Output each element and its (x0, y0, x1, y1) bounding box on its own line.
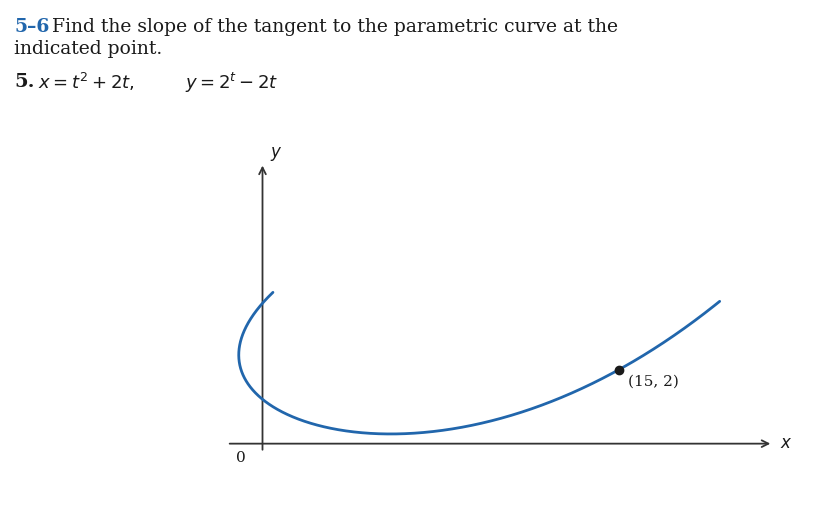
Text: indicated point.: indicated point. (14, 40, 162, 58)
Text: Find the slope of the tangent to the parametric curve at the: Find the slope of the tangent to the par… (52, 18, 618, 36)
Text: 5–6: 5–6 (14, 18, 50, 36)
Text: $x$: $x$ (781, 435, 793, 452)
Text: $y$: $y$ (269, 145, 282, 163)
Text: $x = t^2 + 2t,$: $x = t^2 + 2t,$ (38, 71, 135, 93)
Text: 0: 0 (236, 452, 246, 465)
Text: 5.: 5. (14, 73, 35, 91)
Text: (15, 2): (15, 2) (629, 374, 679, 388)
Text: $y = 2^t - 2t$: $y = 2^t - 2t$ (185, 71, 278, 95)
